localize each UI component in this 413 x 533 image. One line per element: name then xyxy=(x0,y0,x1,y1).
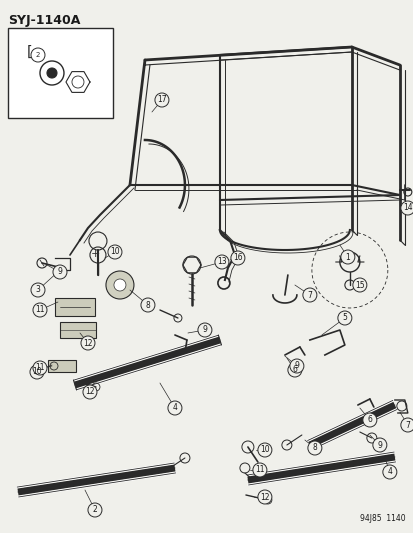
Text: +: + xyxy=(91,249,100,259)
Circle shape xyxy=(257,443,271,457)
Circle shape xyxy=(382,465,396,479)
Circle shape xyxy=(114,279,126,291)
Text: 4: 4 xyxy=(387,467,392,477)
Circle shape xyxy=(168,401,181,415)
Circle shape xyxy=(31,283,45,297)
Circle shape xyxy=(140,298,154,312)
Circle shape xyxy=(257,490,271,504)
Circle shape xyxy=(154,93,169,107)
Text: 1: 1 xyxy=(345,253,349,262)
Text: 11: 11 xyxy=(254,465,264,474)
Circle shape xyxy=(352,278,366,292)
FancyBboxPatch shape xyxy=(8,28,113,118)
Circle shape xyxy=(400,201,413,215)
Text: 17: 17 xyxy=(157,95,166,104)
Circle shape xyxy=(337,311,351,325)
Text: 7: 7 xyxy=(307,290,311,300)
Text: 12: 12 xyxy=(259,492,269,502)
Circle shape xyxy=(47,68,57,78)
Text: 14: 14 xyxy=(402,204,412,213)
Circle shape xyxy=(362,413,376,427)
Circle shape xyxy=(307,441,321,455)
Text: 11: 11 xyxy=(35,305,45,314)
Text: 2: 2 xyxy=(36,52,40,58)
Circle shape xyxy=(33,303,47,317)
Circle shape xyxy=(340,250,354,264)
FancyBboxPatch shape xyxy=(60,322,96,338)
FancyBboxPatch shape xyxy=(55,298,95,316)
Circle shape xyxy=(230,251,244,265)
Circle shape xyxy=(400,418,413,432)
Circle shape xyxy=(33,361,47,375)
Circle shape xyxy=(252,463,266,477)
Text: 9: 9 xyxy=(377,440,381,449)
Circle shape xyxy=(106,271,134,299)
Circle shape xyxy=(372,438,386,452)
Text: 10: 10 xyxy=(110,247,119,256)
Text: 9: 9 xyxy=(57,268,62,277)
Circle shape xyxy=(83,385,97,399)
Circle shape xyxy=(30,365,44,379)
Text: 12: 12 xyxy=(83,338,93,348)
Text: 13: 13 xyxy=(216,257,226,266)
Text: 12: 12 xyxy=(85,387,95,397)
Circle shape xyxy=(287,363,301,377)
Text: 10: 10 xyxy=(259,446,269,455)
Text: 6: 6 xyxy=(292,366,297,375)
Text: 6: 6 xyxy=(366,416,371,424)
Circle shape xyxy=(289,359,303,373)
Text: 8: 8 xyxy=(312,443,316,453)
Text: 10: 10 xyxy=(32,367,42,376)
Circle shape xyxy=(197,323,211,337)
FancyBboxPatch shape xyxy=(48,360,76,372)
Circle shape xyxy=(53,265,67,279)
Text: 15: 15 xyxy=(354,280,364,289)
Text: 3: 3 xyxy=(36,286,40,295)
Circle shape xyxy=(214,255,228,269)
Text: 4: 4 xyxy=(172,403,177,413)
Text: 7: 7 xyxy=(404,421,409,430)
Circle shape xyxy=(88,503,102,517)
Text: 9: 9 xyxy=(202,326,207,335)
Text: 2: 2 xyxy=(93,505,97,514)
Text: 9: 9 xyxy=(294,361,299,370)
Text: 8: 8 xyxy=(145,301,150,310)
Text: 94J85  1140: 94J85 1140 xyxy=(359,514,405,523)
Text: SYJ-1140A: SYJ-1140A xyxy=(8,14,80,27)
Circle shape xyxy=(302,288,316,302)
Text: 11: 11 xyxy=(35,364,45,373)
Text: 16: 16 xyxy=(233,254,242,262)
Text: 5: 5 xyxy=(342,313,347,322)
Text: [: [ xyxy=(27,45,33,59)
Circle shape xyxy=(108,245,122,259)
Circle shape xyxy=(81,336,95,350)
